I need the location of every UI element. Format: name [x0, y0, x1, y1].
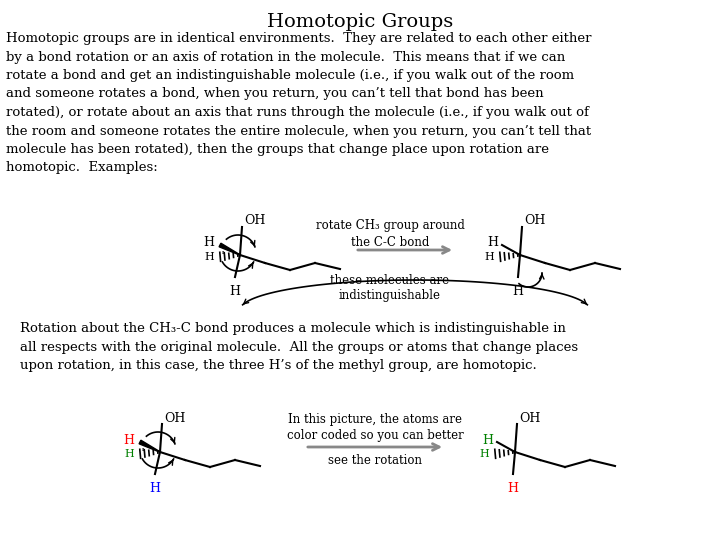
Text: color coded so you can better: color coded so you can better [287, 429, 464, 442]
Text: and someone rotates a bond, when you return, you can’t tell that bond has been: and someone rotates a bond, when you ret… [6, 87, 544, 100]
Text: Rotation about the CH₃-C bond produces a molecule which is indistinguishable in: Rotation about the CH₃-C bond produces a… [20, 322, 566, 335]
Text: H: H [508, 482, 518, 495]
Text: indistinguishable: indistinguishable [339, 288, 441, 301]
Text: the C-C bond: the C-C bond [351, 237, 429, 249]
Text: by a bond rotation or an axis of rotation in the molecule.  This means that if w: by a bond rotation or an axis of rotatio… [6, 51, 565, 64]
Text: OH: OH [164, 411, 185, 424]
Text: H: H [482, 434, 493, 447]
Text: all respects with the original molecule.  All the groups or atoms that change pl: all respects with the original molecule.… [20, 341, 578, 354]
Text: OH: OH [244, 214, 266, 227]
Text: ᴵᴵ: ᴵᴵ [142, 448, 145, 456]
Text: homotopic.  Examples:: homotopic. Examples: [6, 161, 158, 174]
Text: molecule has been rotated), then the groups that change place upon rotation are: molecule has been rotated), then the gro… [6, 143, 549, 156]
Text: rotated), or rotate about an axis that runs through the molecule (i.e., if you w: rotated), or rotate about an axis that r… [6, 106, 589, 119]
Text: Homotopic Groups: Homotopic Groups [267, 13, 453, 31]
Text: see the rotation: see the rotation [328, 454, 422, 467]
Text: H: H [487, 237, 498, 249]
Polygon shape [219, 243, 240, 255]
Text: H: H [150, 482, 161, 495]
Text: H: H [204, 252, 214, 262]
Text: the room and someone rotates the entire molecule, when you return, you can’t tel: the room and someone rotates the entire … [6, 125, 591, 138]
Text: H: H [203, 237, 214, 249]
Text: H: H [125, 449, 134, 459]
Text: H: H [230, 285, 240, 298]
Text: Homotopic groups are in identical environments.  They are related to each other : Homotopic groups are in identical enviro… [6, 32, 592, 45]
Text: OH: OH [524, 214, 545, 227]
Text: H: H [480, 449, 489, 459]
Text: rotate CH₃ group around: rotate CH₃ group around [315, 219, 464, 232]
Text: OH: OH [519, 411, 541, 424]
Text: H: H [123, 434, 134, 447]
Text: H: H [485, 252, 494, 262]
Polygon shape [139, 440, 160, 452]
Text: rotate a bond and get an indistinguishable molecule (i.e., if you walk out of th: rotate a bond and get an indistinguishab… [6, 69, 574, 82]
Text: H: H [513, 285, 523, 298]
Text: In this picture, the atoms are: In this picture, the atoms are [288, 414, 462, 427]
Text: upon rotation, in this case, the three H’s of the methyl group, are homotopic.: upon rotation, in this case, the three H… [20, 359, 536, 372]
Text: ᴵᴵ: ᴵᴵ [222, 251, 225, 259]
Text: these molecules are: these molecules are [330, 273, 449, 287]
